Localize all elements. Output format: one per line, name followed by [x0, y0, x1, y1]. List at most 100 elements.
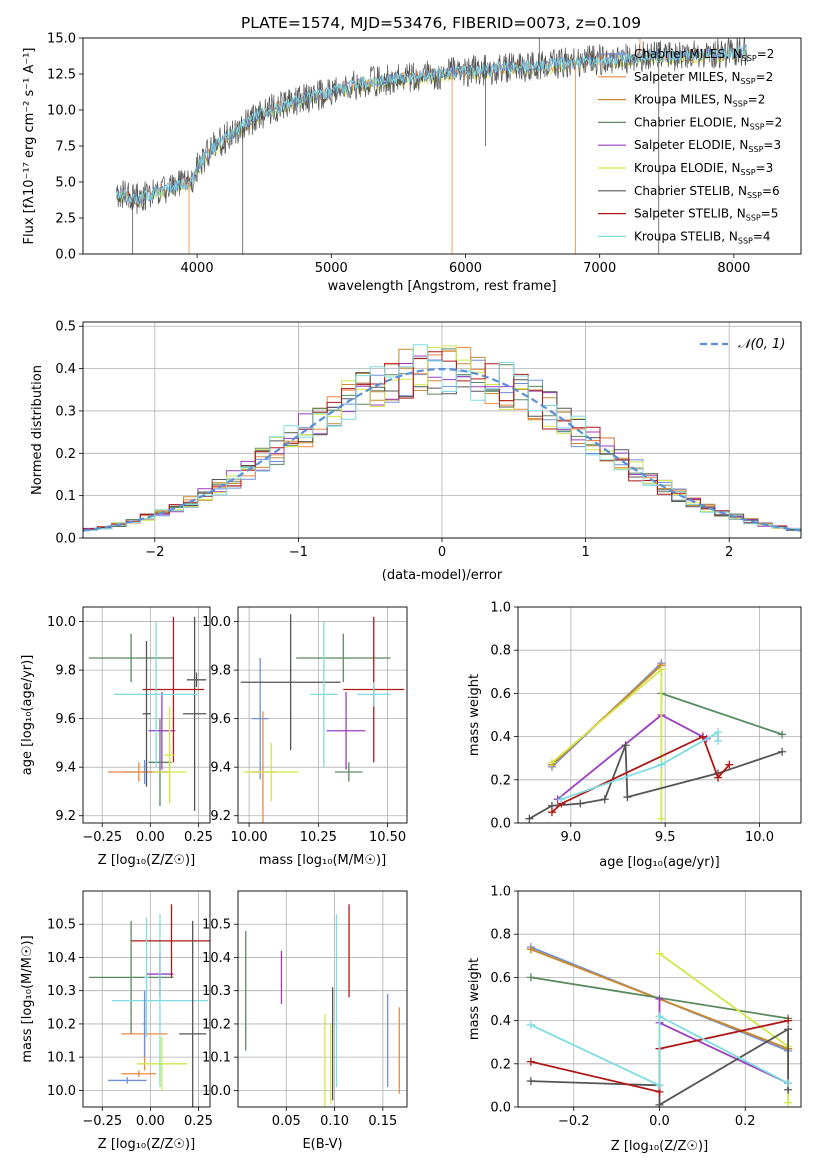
- weight-vs-metallicity-panel: −0.2 0.0 0.2 0.0 0.2 0.4 0.6 0.8 1.0 Z [log₁₀(Z/Z…: [467, 885, 802, 1154]
- data-marker: [576, 799, 585, 808]
- x-tick-label: −0.25: [82, 830, 122, 845]
- y-tick-label: 9.2: [210, 809, 231, 824]
- data-marker: [526, 1077, 535, 1086]
- data-marker: [526, 973, 535, 982]
- y-axis-label: Flux [fλ10⁻¹⁷ erg cm⁻² s⁻¹ A⁻¹]: [22, 48, 37, 245]
- y-tick-label: 9.8: [55, 664, 76, 679]
- data-marker: [655, 1100, 664, 1109]
- legend-label: Chabrier STELIB, NSSP=6: [634, 184, 780, 200]
- data-marker: [655, 1081, 664, 1090]
- y-tick-label: 10.2: [47, 1017, 76, 1032]
- axes-frame: [82, 890, 211, 1108]
- x-tick-label: 9.0: [560, 830, 581, 845]
- x-axis-label: age [log₁₀(age/yr)]: [599, 855, 720, 870]
- legend-label: Kroupa MILES, NSSP=2: [634, 93, 765, 109]
- y-tick-label: 0.6: [490, 687, 511, 702]
- x-tick-label: 10.0: [745, 830, 774, 845]
- y-tick-label: 1.0: [490, 601, 511, 616]
- legend-subscript: SSP: [747, 191, 762, 200]
- y-tick-label: 0.2: [55, 447, 76, 462]
- x-tick-label: 0.00: [136, 1114, 165, 1129]
- data-marker: [713, 736, 722, 745]
- legend-count: =6: [762, 184, 780, 198]
- y-tick-label: 0.0: [55, 248, 76, 263]
- age-vs-metallicity-panel: −0.25 0.00 0.25 9.2 9.4 9.6 9.8 10.0 Z [log₁₀(Z/…: [20, 606, 213, 868]
- legend-subscript: SSP: [741, 77, 756, 86]
- y-tick-label: 15.0: [47, 32, 76, 47]
- data-marker: [657, 760, 666, 769]
- data-marker: [525, 814, 534, 823]
- y-tick-label: 9.6: [55, 712, 76, 727]
- y-tick-label: 9.4: [55, 761, 76, 776]
- x-tick-label: −2: [145, 545, 164, 560]
- x-tick-label: 0.05: [272, 1114, 301, 1129]
- data-marker: [526, 945, 535, 954]
- y-axis-label: mass [log₁₀(M/M☉)]: [20, 935, 35, 1062]
- y-tick-label: 0.0: [55, 532, 76, 547]
- spectrum-panel: 4000 5000 6000 7000 8000 0.0 2.5 5.0 7.5 10.0 12.5…: [22, 32, 802, 294]
- y-tick-label: 0.8: [490, 644, 511, 659]
- y-tick-label: 10.1: [47, 1051, 76, 1066]
- x-tick-label: 10.00: [230, 830, 267, 845]
- data-marker: [621, 741, 630, 750]
- y-tick-label: 10.0: [47, 104, 76, 119]
- x-tick-label: −1: [289, 545, 308, 560]
- legend-count: =2: [765, 115, 783, 129]
- x-tick-label: 0.10: [320, 1114, 349, 1129]
- data-marker: [547, 808, 556, 817]
- legend-subscript: SSP: [738, 236, 753, 245]
- y-tick-label: 10.0: [47, 615, 76, 630]
- x-tick-label: 0.00: [136, 830, 165, 845]
- data-marker: [784, 1025, 793, 1034]
- data-marker: [600, 795, 609, 804]
- y-tick-label: 10.5: [47, 918, 76, 933]
- data-marker: [778, 730, 787, 739]
- series-line: [557, 713, 708, 800]
- y-axis-label: mass weight: [467, 674, 482, 756]
- series-line: [561, 730, 719, 801]
- legend-label: Chabrier MILES, NSSP=2: [634, 47, 774, 63]
- x-axis-label: Z [log₁₀(Z/Z☉)]: [611, 1139, 708, 1154]
- data-marker: [713, 728, 722, 737]
- chart-title: PLATE=1574, MJD=53476, FIBERID=0073, z=0…: [241, 14, 641, 32]
- data-marker: [655, 1012, 664, 1021]
- y-tick-label: 10.0: [47, 1084, 76, 1099]
- y-tick-label: 1.0: [490, 885, 511, 900]
- legend-subscript: SSP: [742, 54, 757, 63]
- x-axis-label: wavelength [Angstrom, rest frame]: [328, 279, 557, 294]
- data-marker: [526, 1020, 535, 1029]
- x-axis-label: Z [log₁₀(Z/Z☉)]: [98, 853, 195, 868]
- legend-count: =4: [753, 229, 771, 243]
- data-marker: [698, 732, 707, 741]
- y-tick-label: 10.4: [202, 951, 231, 966]
- y-tick-label: 10.1: [202, 1051, 231, 1066]
- x-tick-label: 4000: [181, 261, 214, 276]
- normal-reference-curve: [83, 367, 801, 532]
- legend-label: Salpeter STELIB, NSSP=5: [634, 207, 778, 223]
- y-tick-label: 10.0: [202, 1084, 231, 1099]
- x-tick-label: 0.25: [184, 830, 213, 845]
- legend-label: Kroupa STELIB, NSSP=4: [634, 229, 771, 245]
- x-tick-label: 0: [438, 545, 446, 560]
- x-axis-label: E(B-V): [302, 1137, 342, 1152]
- histogram-step: [83, 344, 801, 538]
- x-tick-label: 0.15: [368, 1114, 397, 1129]
- y-axis-label: Normed distribution: [30, 365, 45, 495]
- x-tick-label: 0.25: [184, 1114, 213, 1129]
- data-marker: [557, 795, 566, 804]
- weight-vs-age-panel: 9.0 9.5 10.0 0.0 0.2 0.4 0.6 0.8 1.0 age [log₁₀(a…: [467, 601, 802, 870]
- y-tick-label: 0.0: [490, 1101, 511, 1116]
- x-tick-label: 6000: [449, 261, 482, 276]
- legend-count: =2: [756, 70, 774, 84]
- y-tick-label: 0.2: [490, 773, 511, 788]
- legend-count: =2: [748, 93, 766, 107]
- y-tick-label: 10.4: [47, 951, 76, 966]
- x-tick-label: 0.2: [735, 1114, 756, 1129]
- legend-count: =3: [763, 138, 781, 152]
- y-tick-label: 10.2: [202, 1017, 231, 1032]
- series-line: [528, 744, 783, 820]
- data-marker: [547, 758, 556, 767]
- y-tick-label: 5.0: [55, 176, 76, 191]
- series-line: [658, 952, 789, 1103]
